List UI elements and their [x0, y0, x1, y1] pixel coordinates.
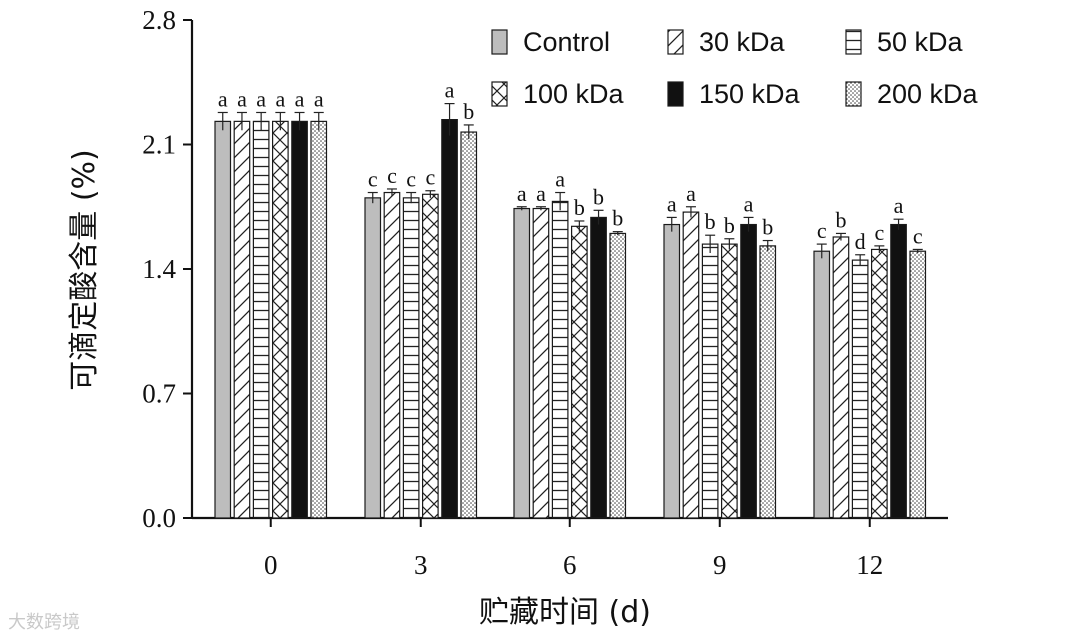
y-tick-label: 2.1 — [142, 130, 176, 160]
significance-label: a — [894, 193, 904, 218]
significance-label: b — [593, 184, 604, 209]
legend-swatch — [845, 81, 862, 107]
bar — [513, 207, 531, 519]
significance-label: b — [574, 195, 585, 220]
significance-label: a — [275, 86, 285, 111]
bar — [570, 225, 588, 519]
bar — [441, 118, 458, 519]
legend-label: 200 kDa — [877, 79, 979, 109]
significance-label: c — [425, 165, 435, 190]
bar — [422, 193, 439, 519]
significance-label: a — [314, 86, 324, 111]
significance-label: a — [517, 181, 527, 206]
y-tick-label: 0.0 — [142, 503, 176, 533]
significance-label: b — [762, 215, 773, 240]
bar — [740, 223, 757, 519]
significance-label: a — [686, 181, 696, 206]
significance-label: a — [667, 191, 677, 216]
bar — [383, 191, 401, 519]
y-tick-label: 1.4 — [142, 254, 176, 284]
x-tick-label: 3 — [414, 550, 428, 580]
significance-label: a — [295, 86, 305, 111]
significance-label: c — [387, 163, 397, 188]
significance-label: b — [705, 209, 716, 234]
bar — [870, 248, 888, 519]
bar — [682, 211, 700, 519]
legend-swatch — [667, 81, 684, 107]
x-tick-label: 6 — [563, 550, 577, 580]
bar — [252, 120, 270, 519]
bar — [813, 250, 831, 519]
significance-label: b — [724, 213, 735, 238]
legend-label: Control — [523, 27, 610, 57]
significance-label: a — [237, 86, 247, 111]
y-tick-label: 0.7 — [142, 379, 176, 409]
significance-label: a — [256, 86, 266, 111]
legend-label: 30 kDa — [699, 27, 786, 57]
significance-label: a — [218, 86, 228, 111]
bar — [609, 232, 627, 519]
x-tick-label: 9 — [713, 550, 727, 580]
bar — [663, 223, 681, 519]
bar — [551, 200, 569, 519]
significance-label: c — [368, 167, 378, 192]
legend: Control 30 kDa 50 kDa 100 kDa 150 kDa 200 kDa — [491, 27, 979, 109]
bar — [851, 259, 869, 519]
legend-label: 150 kDa — [699, 79, 801, 109]
significance-label: d — [855, 229, 866, 254]
bar — [364, 197, 382, 519]
significance-label: a — [555, 167, 565, 192]
significance-label: b — [463, 99, 474, 124]
significance-label: b — [612, 206, 623, 231]
bar — [272, 120, 289, 519]
bar — [532, 207, 550, 519]
legend-label: 50 kDa — [877, 27, 964, 57]
bar — [759, 245, 777, 519]
significance-label: c — [406, 167, 416, 192]
bar — [214, 120, 232, 519]
significance-label: c — [874, 220, 884, 245]
significance-label: c — [913, 223, 923, 248]
y-axis-title: 可滴定酸含量 (%) — [67, 149, 102, 390]
significance-label: a — [744, 191, 754, 216]
bar — [720, 243, 738, 519]
significance-label: a — [536, 181, 546, 206]
x-tick-label: 0 — [264, 550, 278, 580]
significance-label: c — [817, 218, 827, 243]
y-tick-label: 2.8 — [142, 5, 176, 35]
bar — [402, 197, 420, 519]
watermark: 大数跨境 — [8, 612, 80, 633]
bar — [590, 216, 607, 519]
x-axis-title: 贮藏时间 (d) — [479, 595, 651, 630]
legend-swatch — [667, 29, 684, 55]
bar — [233, 120, 251, 519]
legend-swatch — [491, 81, 508, 107]
bar — [310, 120, 328, 519]
legend-label: 100 kDa — [523, 79, 625, 109]
legend-swatch — [491, 29, 508, 55]
bar — [832, 236, 850, 519]
bar — [909, 250, 927, 519]
bar — [291, 120, 308, 519]
bar — [460, 131, 478, 519]
bar — [701, 243, 719, 519]
x-tick-label: 12 — [856, 550, 883, 580]
significance-label: b — [835, 207, 846, 232]
significance-label: a — [445, 78, 455, 103]
legend-swatch — [845, 29, 862, 55]
bar — [890, 223, 907, 519]
